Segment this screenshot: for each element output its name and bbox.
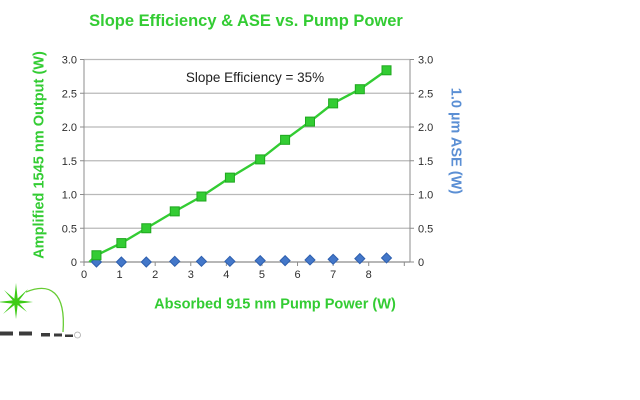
output-square-marker (381, 65, 392, 76)
y-tick-label-right: 2.5 (418, 88, 433, 100)
x-tick-label: 1 (117, 269, 123, 281)
output-square-marker (169, 206, 180, 217)
x-tick-label: 0 (81, 269, 87, 281)
output-square-marker (91, 250, 102, 261)
y-tick-label-left: 1.0 (62, 190, 77, 202)
x-tick-label: 7 (330, 269, 336, 281)
y-tick-label-right: 2.0 (418, 122, 433, 134)
output-square-marker (304, 116, 315, 127)
y-tick-label-right: 3.0 (418, 55, 433, 67)
output-square-marker (328, 98, 339, 109)
ase-diamond-marker (304, 254, 316, 266)
y-tick-label-right: 0.5 (418, 223, 433, 235)
output-square-marker (224, 172, 235, 183)
ase-diamond-marker (254, 254, 266, 267)
logo (0, 283, 81, 339)
logo-starburst-icon (0, 283, 33, 319)
y-tick-label-left: 0 (71, 257, 77, 269)
x-tick-label: 2 (152, 269, 158, 281)
logo-swoosh (25, 287, 64, 333)
slope-efficiency-annotation: Slope Efficiency = 35% (186, 70, 324, 85)
y-tick-label-left: 2.5 (62, 88, 77, 100)
x-tick-label: 6 (294, 269, 300, 281)
ase-diamond-marker (140, 256, 152, 268)
ase-diamond-marker (380, 252, 393, 264)
x-tick-label: 8 (366, 269, 372, 281)
chart-title: Slope Efficiency & ASE vs. Pump Power (89, 11, 403, 30)
x-tick-label: 4 (223, 269, 229, 281)
y-tick-label-left: 1.5 (62, 156, 77, 168)
ase-diamond-marker (354, 252, 366, 265)
output-square-marker (280, 134, 291, 145)
ase-diamond-marker (279, 254, 291, 267)
ase-diamond-marker (169, 255, 181, 268)
output-square-marker (116, 238, 127, 249)
logo-letter-tops (0, 331, 73, 337)
y-tick-label-left: 2.0 (62, 122, 77, 134)
output-square-marker (141, 223, 152, 234)
ase-diamond-marker (224, 255, 236, 268)
x-tick-label: 3 (188, 269, 194, 281)
output-square-marker (196, 191, 207, 202)
series-output-line (88, 69, 388, 263)
registered-trademark-icon (74, 331, 81, 339)
y-tick-label-right: 1.5 (418, 156, 433, 168)
y-tick-label-left: 0.5 (62, 223, 77, 235)
x-tick-label: 5 (259, 269, 265, 281)
ase-diamond-marker (115, 256, 128, 268)
y-tick-label-right: 0 (418, 257, 424, 269)
y-tick-label-right: 1.0 (418, 190, 433, 202)
y-tick-label-left: 3.0 (62, 55, 77, 67)
output-square-marker (354, 84, 365, 95)
output-square-marker (255, 154, 266, 165)
x-axis-label: Absorbed 915 nm Pump Power (W) (154, 295, 396, 313)
ase-diamond-marker (195, 255, 208, 268)
ase-diamond-marker (327, 253, 339, 266)
